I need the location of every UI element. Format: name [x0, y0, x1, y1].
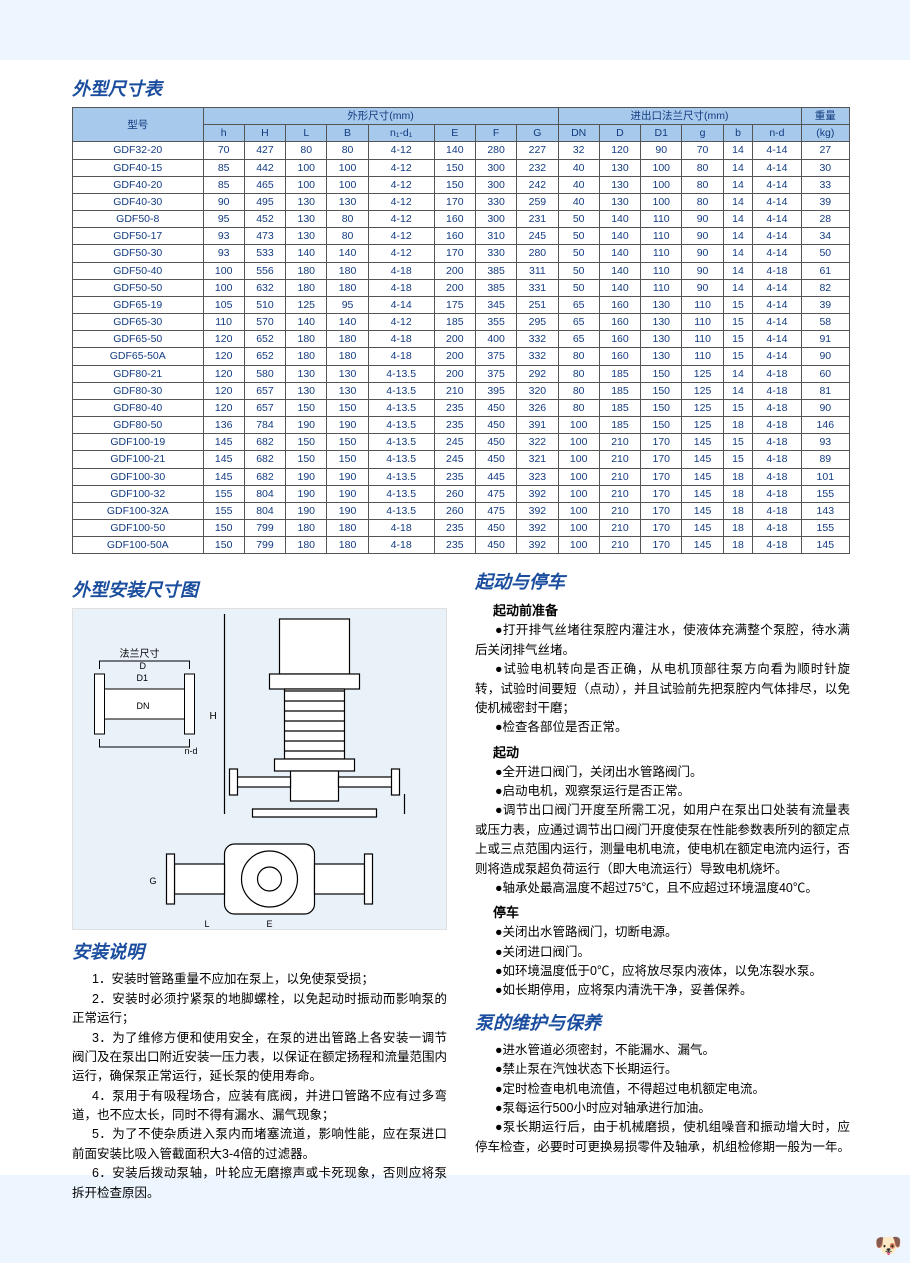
label-D: D: [140, 661, 147, 671]
table-row: GDF80-401206571501504-13.523545032680185…: [73, 399, 850, 416]
stop-head: 停车: [493, 902, 850, 921]
table-row: GDF50-501006321801804-182003853315014011…: [73, 279, 850, 296]
table-row: GDF100-321558041901904-13.52604753921002…: [73, 485, 850, 502]
start-text: ●全开进口阀门，关闭出水管路阀门。●启动电机，观察泵运行是否正常。●调节出口阀门…: [475, 763, 850, 899]
table-row: GDF80-211205801301304-13.520037529280185…: [73, 365, 850, 382]
table-row: GDF40-20854651001004-1215030024240130100…: [73, 176, 850, 193]
table-row: GDF100-191456821501504-13.52454503221002…: [73, 434, 850, 451]
col-flange: 进出口法兰尺寸(mm): [558, 108, 801, 125]
table-row: GDF100-50A1507991801804-1823545039210021…: [73, 537, 850, 554]
table-row: GDF100-301456821901904-13.52354453231002…: [73, 468, 850, 485]
table-row: GDF80-501367841901904-13.523545039110018…: [73, 417, 850, 434]
sub-header: h: [203, 125, 244, 142]
install-diagram: 法兰尺寸 D D1 DN n-d H: [72, 608, 447, 930]
table-row: GDF32-207042780804-121402802273212090701…: [73, 142, 850, 159]
sub-header: L: [286, 125, 327, 142]
table-row: GDF100-501507991801804-18235450392100210…: [73, 520, 850, 537]
sub-header: D1: [641, 125, 682, 142]
prep-head: 起动前准备: [493, 600, 850, 619]
install-text: 1．安装时管路重量不应加在泵上，以免使泵受损；2．安装时必须拧紧泵的地脚螺栓，以…: [72, 970, 447, 1203]
start-head: 起动: [493, 742, 850, 761]
table-row: GDF50-30935331401404-1217033028050140110…: [73, 245, 850, 262]
label-D1: D1: [137, 673, 149, 683]
sub-header: D: [599, 125, 640, 142]
mascot-icon: 🐶: [875, 1233, 902, 1259]
table-body: GDF32-207042780804-121402802273212090701…: [73, 142, 850, 554]
table-row: GDF50-1793473130804-12160310245501401109…: [73, 228, 850, 245]
sub-header: g: [682, 125, 723, 142]
startup-title: 起动与停车: [475, 568, 850, 594]
diagram-title: 外型安装尺寸图: [72, 576, 447, 602]
label-H: H: [210, 711, 217, 722]
sub-header: F: [475, 125, 516, 142]
maint-title: 泵的维护与保养: [475, 1009, 850, 1035]
stop-text: ●关闭出水管路阀门，切断电源。●关闭进口阀门。●如环境温度低于0℃，应将放尽泵内…: [475, 923, 850, 1001]
label-nd: n-d: [185, 746, 198, 756]
table-row: GDF65-50A1206521801804-18200375332801601…: [73, 348, 850, 365]
sub-header: DN: [558, 125, 599, 142]
sub-header: n₁-d₁: [368, 125, 434, 142]
label-E: E: [267, 919, 273, 929]
table-row: GDF100-32A1558041901904-13.5260475392100…: [73, 502, 850, 519]
table-title: 外型尺寸表: [72, 75, 850, 101]
table-row: GDF65-501206521801804-182004003326516013…: [73, 331, 850, 348]
sub-header: E: [434, 125, 475, 142]
sub-header: (kg): [801, 125, 849, 142]
label-G: G: [150, 876, 157, 886]
label-flange: 法兰尺寸: [120, 647, 160, 660]
sub-header: B: [327, 125, 368, 142]
col-dims: 外形尺寸(mm): [203, 108, 558, 125]
table-row: GDF50-895452130804-121603002315014011090…: [73, 211, 850, 228]
table-row: GDF65-19105510125954-1417534525165160130…: [73, 296, 850, 313]
label-L: L: [205, 919, 210, 929]
table-row: GDF40-15854421001004-1215030023240130100…: [73, 159, 850, 176]
table-row: GDF80-301206571301304-13.521039532080185…: [73, 382, 850, 399]
table-row: GDF100-211456821501504-13.52454503211002…: [73, 451, 850, 468]
table-row: GDF50-401005561801804-182003853115014011…: [73, 262, 850, 279]
col-model: 型号: [73, 108, 204, 142]
table-row: GDF40-30904951301304-1217033025940130100…: [73, 193, 850, 210]
prep-text: ●打开排气丝堵往泵腔内灌注水，使液体充满整个泵腔，待水满后关闭排气丝堵。●试验电…: [475, 621, 850, 737]
maint-text: ●进水管道必须密封，不能漏水、漏气。●禁止泵在汽蚀状态下长期运行。●定时检查电机…: [475, 1041, 850, 1157]
sub-header: H: [244, 125, 285, 142]
table-row: GDF65-301105701401404-121853552956516013…: [73, 314, 850, 331]
sub-header: n-d: [753, 125, 801, 142]
sub-header: G: [517, 125, 558, 142]
label-DN: DN: [137, 701, 150, 711]
col-weight-top: 重量: [801, 108, 849, 125]
sub-header: b: [723, 125, 753, 142]
install-title: 安装说明: [72, 938, 447, 964]
spec-table: 型号 外形尺寸(mm) 进出口法兰尺寸(mm) 重量 hHLBn₁-d₁EFGD…: [72, 107, 850, 554]
